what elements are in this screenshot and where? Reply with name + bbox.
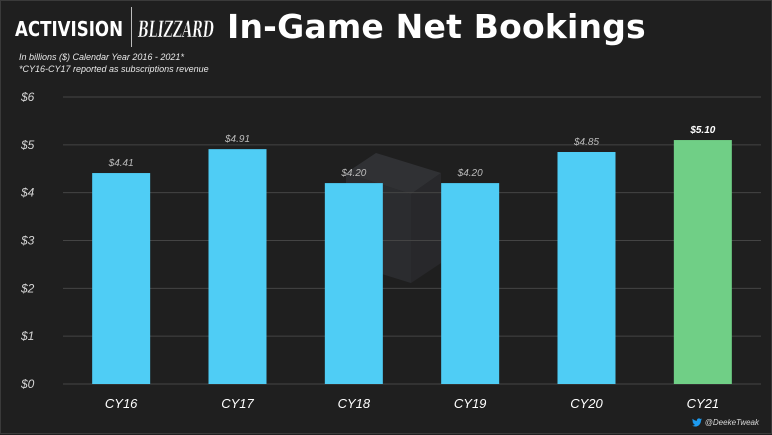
data-label: $4.20 <box>457 168 483 179</box>
x-tick-label: CY21 <box>687 396 720 411</box>
y-tick-label: $0 <box>20 377 35 391</box>
x-tick-label: CY18 <box>338 396 371 411</box>
activision-logo-text: ACTIVISION <box>15 17 123 41</box>
x-tick-label: CY20 <box>570 396 603 411</box>
blizzard-logo: BLIZZARD <box>137 17 214 44</box>
blizzard-logo-text: BLIZZARD <box>137 17 214 43</box>
data-label: $4.91 <box>224 134 250 145</box>
x-tick-label: CY17 <box>221 396 254 411</box>
author-credit: @DeekeTweak <box>691 418 759 427</box>
y-tick-label: $6 <box>20 90 35 104</box>
bar-cy20 <box>557 152 616 384</box>
data-label: $4.20 <box>340 168 366 179</box>
credit-handle: @DeekeTweak <box>704 418 759 427</box>
bar-cy17 <box>208 149 267 384</box>
y-tick-label: $3 <box>20 234 35 248</box>
bar-cy18 <box>324 183 383 384</box>
chart-title: In-Game Net Bookings <box>227 7 646 46</box>
bar-cy21 <box>673 140 732 384</box>
y-tick-label: $1 <box>20 329 34 343</box>
y-tick-label: $5 <box>20 138 35 152</box>
chart-subtitle: In billions ($) Calendar Year 2016 - 202… <box>19 52 184 62</box>
activision-logo: ACTIVISION <box>15 17 123 41</box>
data-label: $5.10 <box>689 125 715 136</box>
data-label: $4.41 <box>108 158 134 169</box>
x-tick-label: CY19 <box>454 396 487 411</box>
logo-divider <box>131 7 132 47</box>
x-tick-label: CY16 <box>105 396 138 411</box>
twitter-icon <box>691 418 702 427</box>
chart-footnote: *CY16-CY17 reported as subscriptions rev… <box>19 64 209 74</box>
y-tick-label: $2 <box>20 281 35 295</box>
data-label: $4.85 <box>573 137 599 148</box>
bar-cy19 <box>441 183 500 384</box>
y-tick-label: $4 <box>20 186 35 200</box>
bar-cy16 <box>92 173 151 384</box>
